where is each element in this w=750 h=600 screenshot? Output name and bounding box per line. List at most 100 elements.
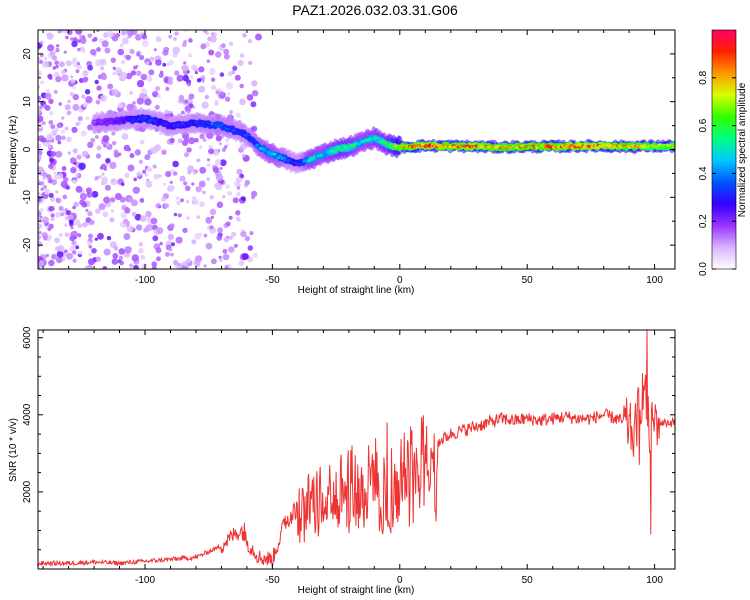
noise-blob xyxy=(44,105,51,111)
noise-blob xyxy=(192,170,197,175)
noise-blob xyxy=(186,82,192,87)
noise-blob xyxy=(149,56,155,62)
noise-blob xyxy=(215,173,224,182)
noise-blob xyxy=(209,195,214,200)
noise-blob xyxy=(41,216,45,220)
noise-blob xyxy=(180,198,184,203)
noise-blob xyxy=(81,222,88,228)
noise-blob xyxy=(182,42,187,47)
noise-blob xyxy=(203,264,207,268)
noise-blob xyxy=(60,69,66,75)
noise-blob xyxy=(152,164,157,169)
noise-blob xyxy=(101,172,105,176)
noise-blob xyxy=(143,227,149,233)
noise-blob xyxy=(112,253,119,259)
noise-blob xyxy=(38,234,41,241)
noise-blob xyxy=(209,35,217,43)
noise-blob xyxy=(64,249,68,254)
noise-blob xyxy=(69,235,76,242)
noise-blob xyxy=(55,150,63,158)
noise-blob xyxy=(225,82,234,90)
noise-blob xyxy=(56,256,63,264)
noise-blob xyxy=(109,217,115,223)
noise-blob xyxy=(38,107,42,115)
spectrogram-y-axis: -20 -10 0 10 20 xyxy=(22,29,675,270)
noise-blob xyxy=(176,74,184,82)
noise-blob xyxy=(155,256,161,262)
noise-blob xyxy=(119,260,124,266)
noise-blob xyxy=(106,30,114,38)
noise-blob xyxy=(132,186,140,194)
noise-blob xyxy=(153,48,157,52)
noise-blob xyxy=(112,66,116,70)
noise-blob xyxy=(221,43,226,48)
noise-blob xyxy=(123,233,131,240)
noise-blob xyxy=(130,199,138,207)
noise-blob xyxy=(146,61,150,65)
noise-blob xyxy=(76,154,82,160)
noise-blob xyxy=(134,213,142,221)
noise-blob xyxy=(114,193,122,200)
noise-blob xyxy=(138,159,143,164)
noise-blob xyxy=(144,154,151,161)
noise-blob xyxy=(94,175,100,181)
noise-blob xyxy=(81,77,87,83)
noise-blob xyxy=(79,193,87,201)
noise-blob xyxy=(250,101,257,108)
x-tick-label: 50 xyxy=(522,275,534,286)
noise-blob xyxy=(42,60,50,68)
noise-blob xyxy=(38,115,44,123)
noise-blob xyxy=(103,248,111,256)
noise-blob xyxy=(239,83,244,89)
noise-blob xyxy=(47,44,55,52)
noise-blob xyxy=(84,89,91,95)
noise-blob xyxy=(81,150,89,158)
noise-blob xyxy=(181,110,185,115)
noise-blob xyxy=(172,259,179,266)
noise-blob xyxy=(152,90,159,98)
noise-blob xyxy=(63,50,67,54)
noise-blob xyxy=(95,256,102,263)
noise-blob xyxy=(158,205,162,209)
noise-blob xyxy=(86,192,93,198)
noise-blob xyxy=(42,176,46,180)
noise-blob xyxy=(246,94,254,101)
noise-blob xyxy=(186,216,190,220)
noise-blob xyxy=(97,232,104,240)
noise-blob xyxy=(51,130,56,135)
noise-blob xyxy=(183,181,188,186)
snr-x-label: Height of straight line (km) xyxy=(298,585,415,596)
noise-blob xyxy=(96,145,102,151)
noise-blob xyxy=(164,109,170,115)
x-tick-label: 100 xyxy=(646,275,663,286)
noise-blob xyxy=(54,60,59,65)
noise-blob xyxy=(124,206,129,211)
colorbar-tick-label: 0.4 xyxy=(698,166,709,180)
snr-x-axis: -100 -50 0 50 100 xyxy=(42,330,663,586)
noise-blob xyxy=(104,162,109,167)
noise-blob xyxy=(81,49,86,53)
noise-blob xyxy=(235,112,241,118)
noise-blob xyxy=(94,135,99,139)
noise-blob xyxy=(205,216,213,224)
noise-blob xyxy=(49,51,55,57)
noise-blob xyxy=(231,70,236,75)
noise-blob xyxy=(225,221,231,227)
noise-blob xyxy=(201,79,205,83)
noise-blob xyxy=(101,40,109,48)
noise-blob xyxy=(87,141,94,149)
noise-blob xyxy=(102,135,110,143)
noise-blob xyxy=(57,245,65,252)
noise-blob xyxy=(194,71,198,75)
noise-blob xyxy=(54,128,59,132)
noise-blob xyxy=(177,263,181,267)
noise-blob xyxy=(144,98,152,106)
noise-blob xyxy=(154,104,160,110)
noise-blob xyxy=(189,75,194,79)
noise-blob xyxy=(38,210,42,218)
noise-blob xyxy=(232,197,239,204)
noise-blob xyxy=(209,208,217,216)
spectrogram-y-label: Frequency (Hz) xyxy=(8,116,19,185)
noise-blob xyxy=(117,48,125,56)
noise-blob xyxy=(179,175,186,182)
